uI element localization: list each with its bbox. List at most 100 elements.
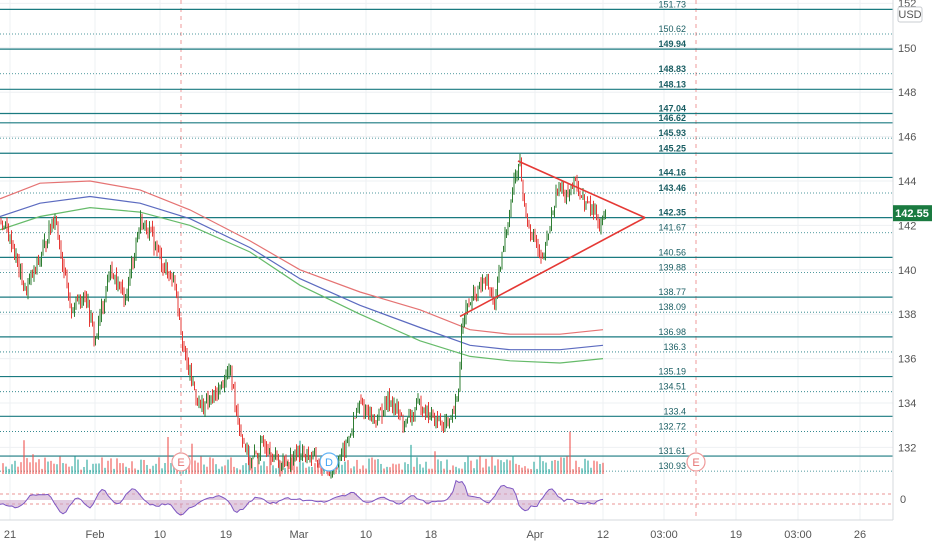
grid: [0, 0, 893, 520]
time-tick-label: 10: [154, 529, 166, 541]
level-label: 132.72: [658, 421, 686, 431]
price-tick-label: 148: [898, 87, 916, 99]
volume-bar: [269, 441, 271, 474]
volume-bar: [164, 463, 166, 474]
time-tick-label: Mar: [290, 529, 309, 541]
volume-bar: [407, 463, 409, 474]
volume-bar: [95, 463, 97, 474]
volume-bar: [38, 459, 40, 474]
volume-bar: [482, 467, 484, 474]
level-label: 130.93: [658, 461, 686, 471]
volume-bar: [194, 460, 196, 474]
volume-bar: [338, 461, 340, 474]
moving-average-green: [0, 206, 604, 364]
level-label: 138.77: [658, 287, 686, 297]
volume-bar: [560, 457, 562, 474]
volume-bar: [287, 459, 289, 474]
volume-bar: [5, 466, 7, 474]
volume-bar: [566, 456, 568, 474]
level-label: 150.62: [658, 24, 686, 34]
oscillator-zero-label: 0: [900, 494, 906, 506]
volume-bar: [359, 468, 361, 474]
volume-bar: [422, 467, 424, 474]
volume-bar: [527, 468, 529, 474]
volume-bar: [200, 456, 202, 474]
volume-bar: [380, 463, 382, 474]
price-tick-label: 150: [898, 43, 916, 55]
volume-bar: [125, 466, 127, 474]
volume-bar: [254, 467, 256, 474]
price-tick-label: 140: [898, 265, 916, 277]
time-tick-label: 21: [4, 529, 16, 541]
volume-bar: [83, 466, 85, 474]
volume-bar: [344, 461, 346, 474]
volume-bar: [464, 462, 466, 474]
volume-bar: [536, 468, 538, 474]
volume-bar: [239, 469, 241, 474]
level-label: 134.51: [658, 382, 686, 392]
volume-bar: [575, 460, 577, 474]
volume-bar: [128, 468, 130, 474]
volume-bar: [455, 466, 457, 474]
volume-bar: [545, 462, 547, 474]
volume-bar: [50, 460, 52, 474]
volume-bar: [296, 466, 298, 474]
time-tick-label: 19: [730, 529, 742, 541]
level-label: 139.88: [658, 262, 686, 272]
volume-bar: [116, 458, 118, 474]
volume-bar: [245, 463, 247, 474]
volume-bar: [275, 468, 277, 474]
level-label: 148.13: [658, 79, 686, 89]
volume-bar: [503, 462, 505, 474]
time-tick-label: 10: [360, 529, 372, 541]
volume-bar: [515, 463, 517, 474]
volume-bar: [548, 469, 550, 474]
volume-bar: [485, 458, 487, 474]
volume-bar: [44, 457, 46, 474]
triangle-pattern[interactable]: [459, 160, 646, 318]
volume-bar: [521, 467, 523, 474]
volume-bar: [593, 460, 595, 474]
volume-bar: [356, 459, 358, 474]
event-marker-label: E: [692, 457, 699, 469]
volume-bar: [77, 459, 79, 474]
level-label: 151.73: [658, 0, 686, 9]
volume-bar: [479, 456, 481, 474]
volume-bar: [218, 468, 220, 474]
volume-bar: [134, 468, 136, 474]
time-axis[interactable]: 21 Feb 10 19 Mar 10 18 Apr 12 03:00 19 03:00 26: [0, 519, 893, 541]
volume-bar: [74, 456, 76, 474]
volume-bar: [311, 466, 313, 474]
volume-bar: [362, 465, 364, 474]
time-tick-label: 12: [597, 529, 609, 541]
volume-bar: [428, 468, 430, 474]
triangle-upper-trendline: [517, 160, 646, 219]
volume-bar: [437, 459, 439, 474]
volume-bar: [551, 460, 553, 474]
volume-bar: [170, 463, 172, 474]
level-label: 147.04: [658, 104, 686, 114]
volume-bar: [98, 463, 100, 474]
volume-bar: [449, 469, 451, 474]
volume-bar: [110, 458, 112, 474]
level-label: 143.46: [658, 183, 686, 193]
volume-bar: [14, 460, 16, 474]
volume-bar: [143, 459, 145, 474]
volume-bar: [65, 463, 67, 474]
volume-bar: [413, 466, 415, 474]
volume-bar: [500, 460, 502, 474]
volume-bar: [26, 458, 28, 474]
volume-bar: [215, 464, 217, 474]
volume-bar: [410, 444, 412, 474]
moving-averages: [0, 180, 604, 364]
volume-bar: [341, 464, 343, 474]
oscillator-area: [0, 480, 603, 515]
level-label: 131.61: [658, 446, 686, 456]
volume-bar: [224, 465, 226, 474]
volume-bar: [446, 459, 448, 474]
volume-bar: [383, 468, 385, 474]
volume-bar: [71, 466, 73, 474]
